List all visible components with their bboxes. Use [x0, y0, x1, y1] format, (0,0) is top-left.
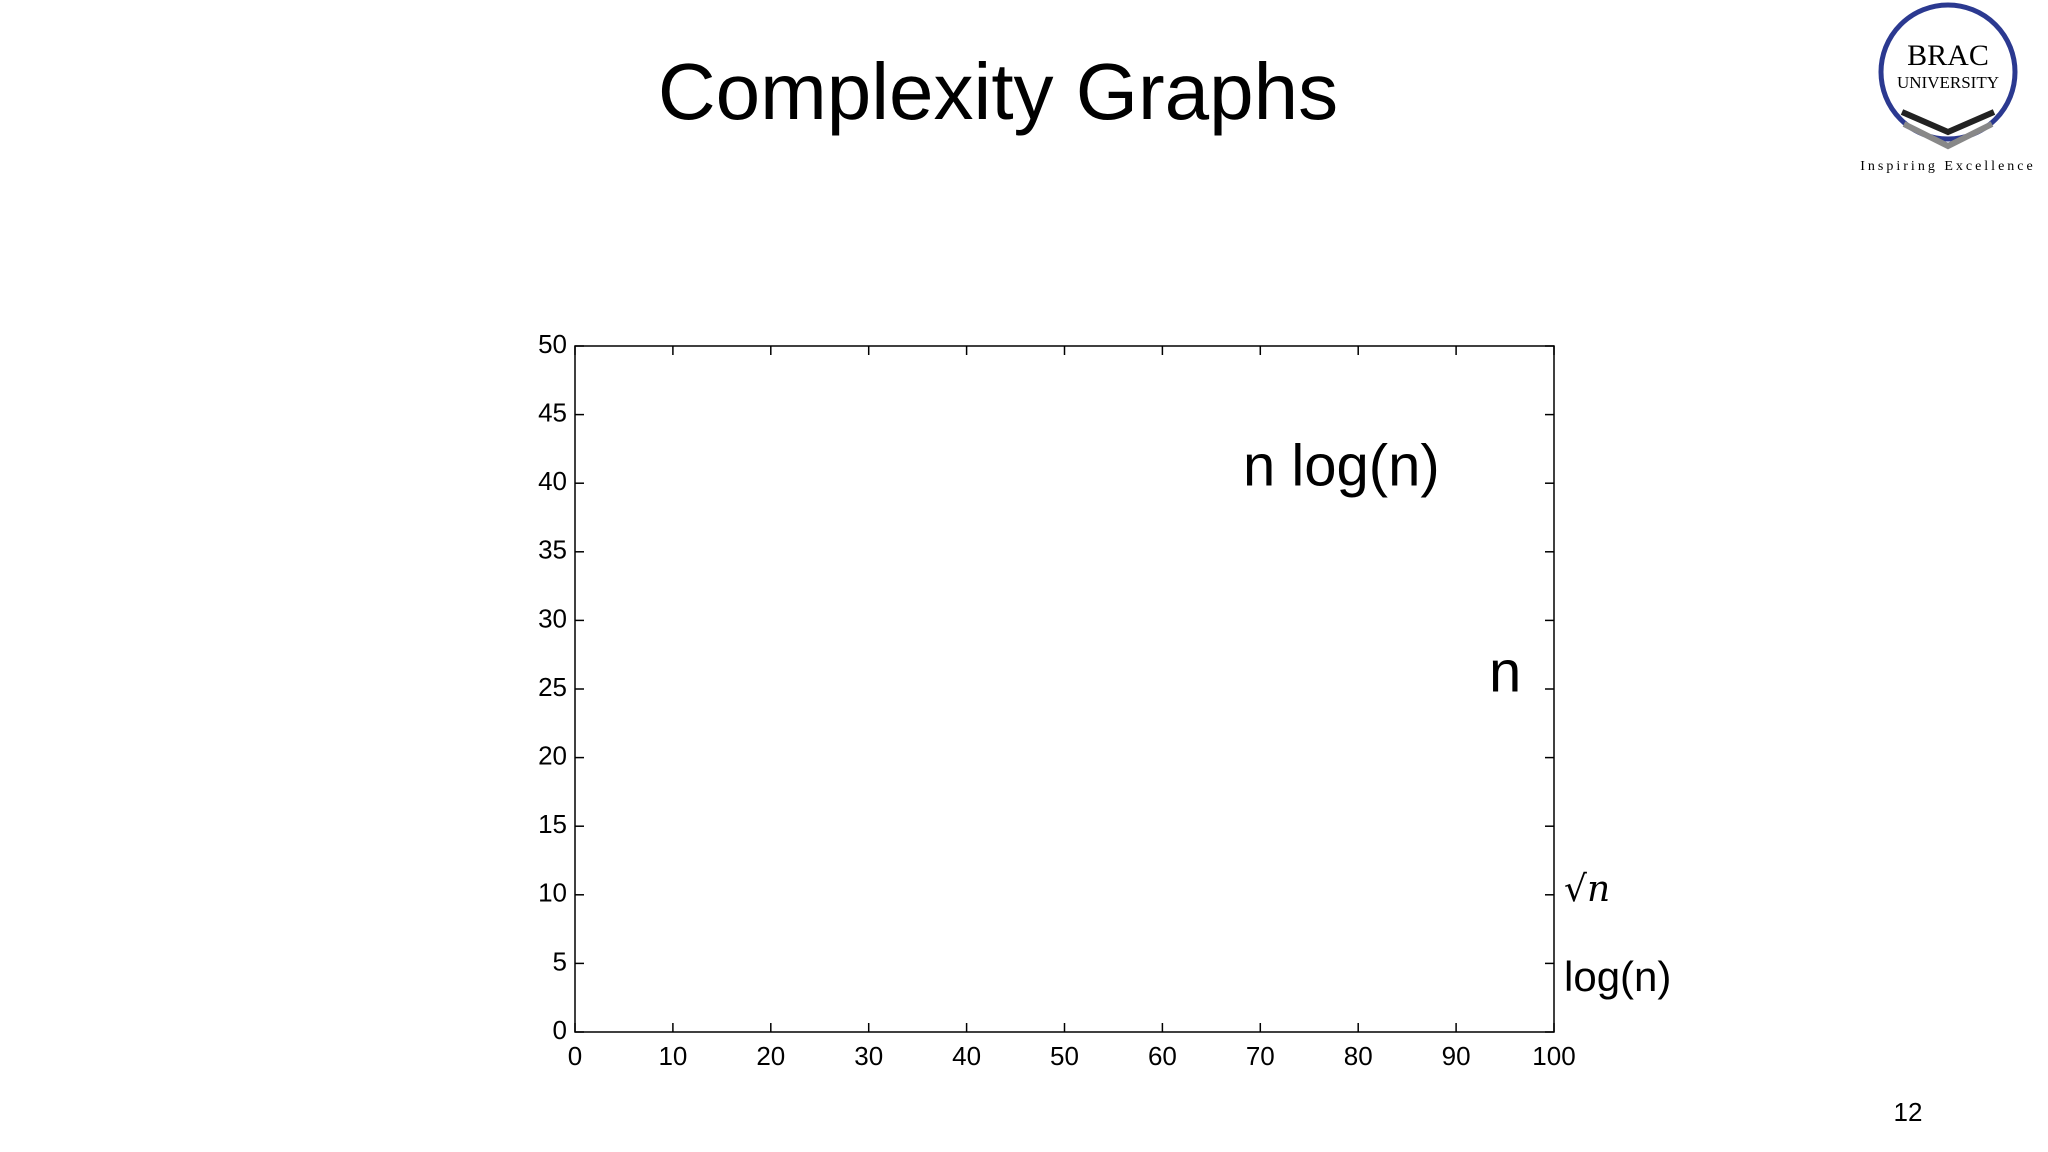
page-number: 12 — [1894, 1097, 1923, 1127]
x-tick-label: 20 — [756, 1041, 785, 1071]
x-tick-label: 100 — [1532, 1041, 1575, 1071]
x-tick-label: 40 — [952, 1041, 981, 1071]
logo-tagline: Inspiring Excellence — [1860, 159, 2035, 174]
y-tick-label: 15 — [538, 809, 567, 839]
series-label: n — [1489, 639, 1521, 704]
logo-ring — [1878, 2, 2018, 142]
y-tick-label: 40 — [538, 466, 567, 496]
y-tick-label: 25 — [538, 672, 567, 702]
y-tick-label: 35 — [538, 535, 567, 565]
x-tick-label: 80 — [1344, 1041, 1373, 1071]
x-tick-label: 10 — [658, 1041, 687, 1071]
chart-title: Complexity Graphs — [658, 47, 1338, 136]
x-tick-label: 60 — [1148, 1041, 1177, 1071]
series-label: √n — [1564, 869, 1610, 910]
logo-text: UNIVERSITY — [1897, 73, 1999, 92]
x-tick-label: 50 — [1050, 1041, 1079, 1071]
series-label: n log(n) — [1243, 433, 1440, 498]
y-tick-label: 0 — [553, 1015, 567, 1045]
y-tick-label: 45 — [538, 397, 567, 427]
logo-book — [1900, 109, 1996, 136]
x-tick-label: 90 — [1442, 1041, 1471, 1071]
series-label: log(n) — [1564, 953, 1671, 1000]
x-tick-label: 0 — [568, 1041, 582, 1071]
y-tick-label: 5 — [553, 946, 567, 976]
x-tick-label: 70 — [1246, 1041, 1275, 1071]
y-tick-label: 10 — [538, 878, 567, 908]
logo-book — [1902, 121, 1994, 150]
y-tick-label: 20 — [538, 740, 567, 770]
x-tick-label: 30 — [854, 1041, 883, 1071]
logo-text: BRAC — [1907, 39, 1989, 72]
y-tick-label: 50 — [538, 329, 567, 359]
y-tick-label: 30 — [538, 603, 567, 633]
logo: BRAC UNIVERSITY Inspiring Excellence — [1860, 2, 2035, 174]
